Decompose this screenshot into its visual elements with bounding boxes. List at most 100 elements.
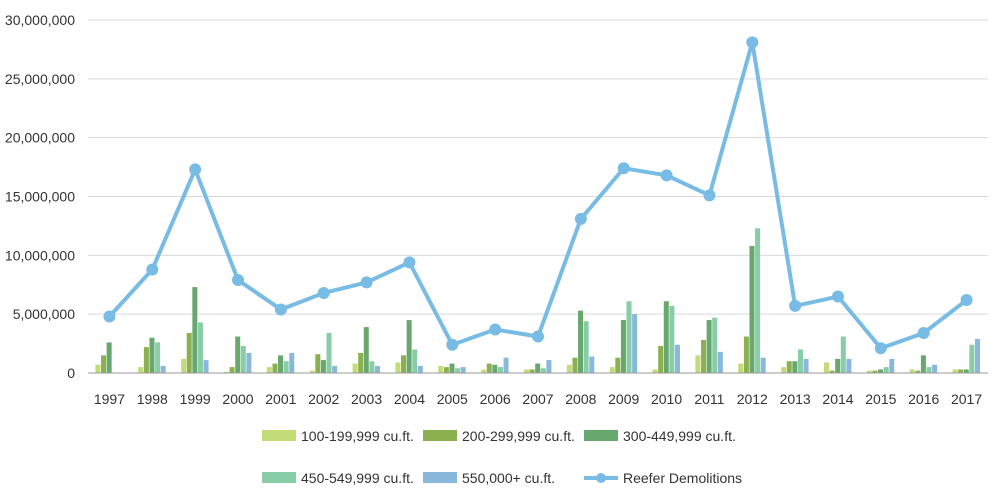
x-tick-label: 2014 (822, 391, 853, 407)
bar (160, 365, 166, 373)
x-tick-label: 1997 (94, 391, 125, 407)
bar (309, 370, 315, 373)
line-point (532, 330, 544, 343)
bar (363, 327, 369, 373)
bar (406, 320, 412, 373)
line-point (874, 342, 887, 355)
line-point (232, 274, 244, 287)
bar (155, 342, 161, 373)
bar (695, 355, 701, 373)
bar (374, 365, 380, 373)
line-point (832, 290, 844, 303)
bar (492, 364, 498, 373)
bar (203, 360, 209, 373)
bar (883, 367, 889, 373)
legend-swatch (262, 430, 296, 441)
bar (529, 369, 535, 373)
bar (963, 369, 969, 373)
bar (974, 338, 980, 373)
bar (632, 314, 638, 373)
bar (497, 367, 503, 373)
bar (224, 371, 229, 373)
bar (786, 361, 792, 373)
bar (197, 322, 203, 373)
bar (738, 363, 744, 373)
bar (235, 336, 241, 373)
y-tick-label: 30,000,000 (5, 12, 75, 28)
line-point (917, 326, 930, 339)
bar (824, 362, 829, 373)
legend-label: 100-199,999 cu.ft. (301, 428, 414, 444)
line-point (146, 263, 159, 276)
bar (481, 369, 487, 373)
bar (952, 369, 958, 373)
bar (369, 361, 375, 373)
bar (866, 370, 872, 373)
bar (443, 367, 449, 373)
bar (566, 364, 572, 373)
bar (192, 287, 198, 373)
bar (932, 364, 938, 373)
legend-swatch (423, 472, 457, 483)
x-tick-label: 2017 (951, 391, 982, 407)
bar (272, 363, 278, 373)
bar (669, 305, 675, 373)
bar (438, 365, 444, 373)
bar (455, 368, 461, 373)
bar (701, 340, 707, 373)
bar (101, 355, 107, 373)
bar (315, 354, 321, 373)
bar (540, 368, 546, 373)
bar (149, 337, 155, 373)
bar (829, 370, 835, 373)
bar (143, 347, 149, 373)
bar (332, 365, 338, 373)
x-tick-label: 2001 (265, 391, 296, 407)
bar (412, 349, 418, 373)
y-axis-ticks: 0 5,000,000 10,000,000 15,000,000 20,000,000… (5, 12, 75, 381)
x-tick-label: 1998 (137, 391, 168, 407)
legend-swatch (584, 430, 618, 441)
bar-series (95, 228, 980, 373)
bar (743, 336, 749, 373)
bar (749, 245, 755, 373)
x-tick-label: 2016 (908, 391, 939, 407)
x-tick-label: 2013 (780, 391, 811, 407)
line-point (360, 276, 373, 289)
bar (229, 367, 235, 373)
x-tick-label: 2010 (651, 391, 682, 407)
line-series (103, 36, 973, 355)
line-point (746, 36, 759, 49)
bar (920, 355, 926, 373)
x-tick-label: 2004 (394, 391, 425, 407)
bar (889, 358, 895, 373)
y-tick-label: 15,000,000 (5, 189, 75, 205)
x-tick-label: 2002 (308, 391, 339, 407)
bar (663, 301, 669, 373)
bar (283, 361, 289, 373)
line-point (660, 169, 673, 182)
bar (615, 357, 621, 373)
bar (706, 320, 712, 373)
x-tick-label: 2009 (608, 391, 639, 407)
bar (486, 363, 492, 373)
line-point (317, 286, 330, 299)
x-tick-label: 2005 (437, 391, 468, 407)
bar (246, 352, 252, 373)
bar (803, 358, 809, 373)
line-point (574, 212, 587, 225)
legend-swatch (262, 472, 296, 483)
bar (95, 364, 101, 373)
y-tick-label: 25,000,000 (5, 71, 75, 87)
bar (181, 358, 187, 373)
bar (535, 363, 541, 373)
y-tick-label: 20,000,000 (5, 130, 75, 146)
bar (958, 369, 964, 373)
bar (835, 358, 841, 373)
bar (320, 360, 326, 373)
bar (846, 358, 852, 373)
x-tick-label: 2006 (480, 391, 511, 407)
x-tick-label: 2003 (351, 391, 382, 407)
bar (781, 367, 787, 373)
